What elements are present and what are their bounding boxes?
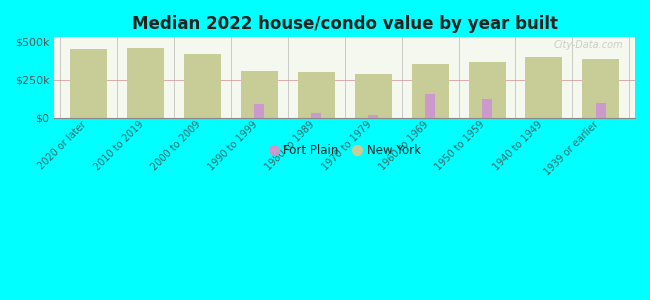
Bar bbox=[596, 103, 606, 118]
Bar bbox=[184, 54, 221, 118]
Bar bbox=[368, 116, 378, 118]
Bar bbox=[411, 64, 448, 118]
Bar bbox=[311, 113, 321, 118]
Bar bbox=[482, 99, 492, 118]
Legend: Fort Plain, New York: Fort Plain, New York bbox=[264, 139, 425, 162]
Bar bbox=[582, 58, 619, 118]
Bar bbox=[254, 104, 265, 118]
Bar bbox=[355, 74, 392, 118]
Bar bbox=[298, 72, 335, 118]
Text: City-Data.com: City-Data.com bbox=[554, 40, 623, 50]
Bar bbox=[425, 94, 436, 118]
Bar bbox=[127, 48, 164, 118]
Bar bbox=[525, 57, 562, 118]
Bar bbox=[469, 61, 506, 118]
Title: Median 2022 house/condo value by year built: Median 2022 house/condo value by year bu… bbox=[132, 15, 558, 33]
Bar bbox=[241, 71, 278, 118]
Bar bbox=[70, 49, 107, 118]
